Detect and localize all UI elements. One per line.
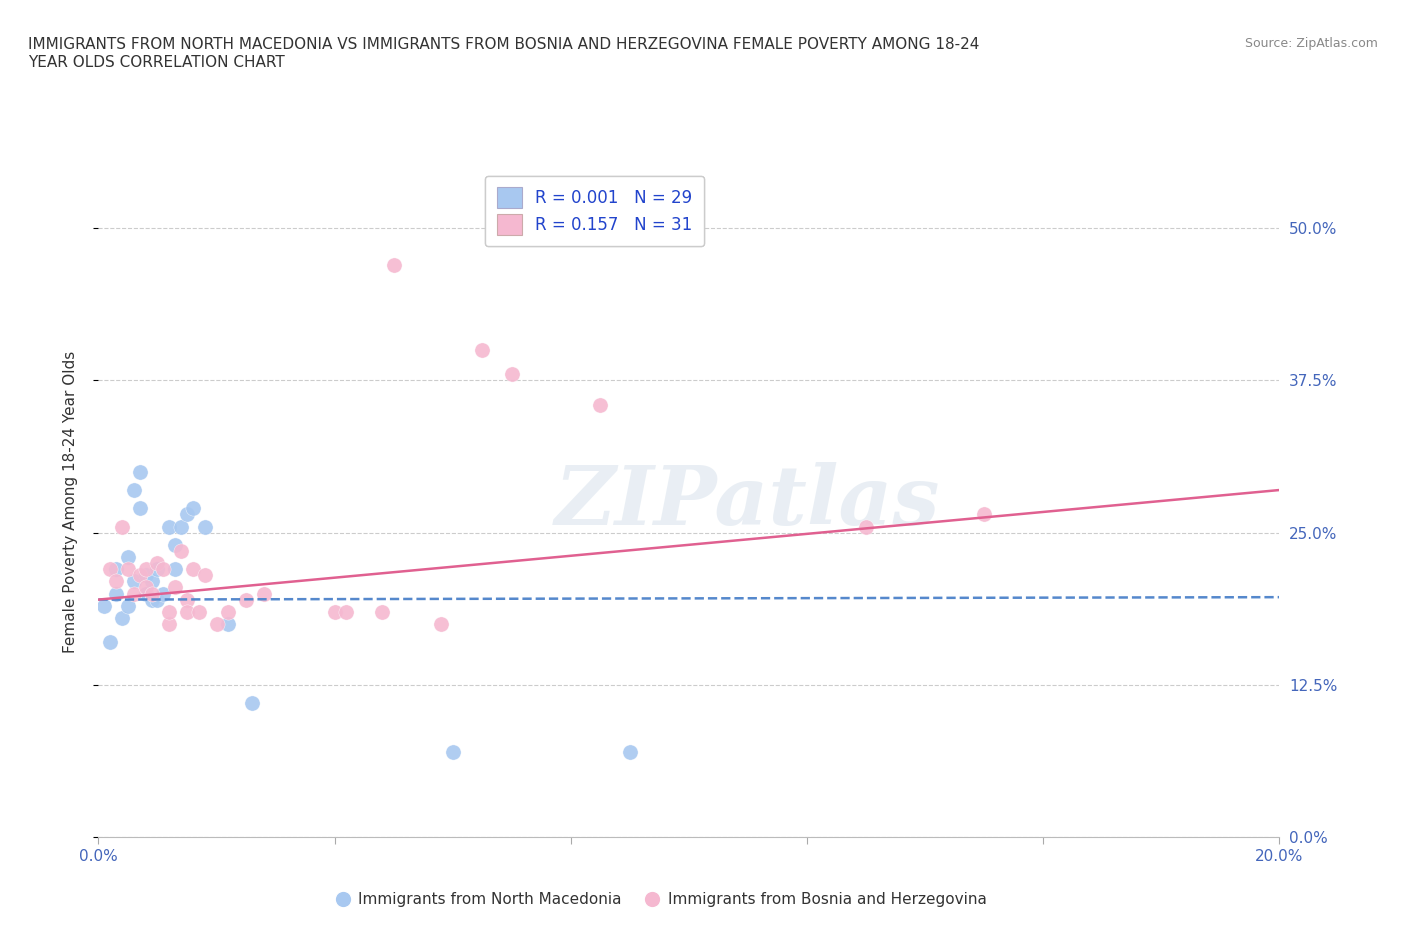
Point [176, 507, 198, 522]
Point [253, 586, 276, 601]
Point [217, 617, 239, 631]
Point [170, 519, 193, 534]
Point [93, 598, 115, 613]
Point [157, 617, 180, 631]
Point [170, 543, 193, 558]
Point [619, 744, 641, 759]
Point [98, 635, 121, 650]
Point [122, 586, 145, 601]
Point [855, 519, 877, 534]
Point [141, 586, 163, 601]
Point [371, 604, 394, 619]
Point [152, 586, 174, 601]
Point [128, 568, 150, 583]
Point [335, 604, 357, 619]
Text: Source: ZipAtlas.com: Source: ZipAtlas.com [1244, 37, 1378, 50]
Point [146, 592, 169, 607]
Point [117, 550, 139, 565]
Point [176, 604, 198, 619]
Legend: R = 0.001   N = 29, R = 0.157   N = 31: R = 0.001 N = 29, R = 0.157 N = 31 [485, 176, 704, 246]
Point [205, 617, 228, 631]
Point [323, 604, 346, 619]
Point [105, 574, 128, 589]
Point [235, 592, 257, 607]
Point [501, 367, 523, 382]
Point [176, 592, 198, 607]
Point [98, 562, 121, 577]
Point [240, 696, 263, 711]
Point [141, 574, 163, 589]
Point [105, 586, 128, 601]
Point [471, 342, 494, 357]
Text: ZIPatlas: ZIPatlas [555, 462, 941, 542]
Point [135, 580, 157, 595]
Text: IMMIGRANTS FROM NORTH MACEDONIA VS IMMIGRANTS FROM BOSNIA AND HERZEGOVINA FEMALE: IMMIGRANTS FROM NORTH MACEDONIA VS IMMIG… [28, 37, 980, 70]
Point [111, 519, 134, 534]
Point [146, 562, 169, 577]
Point [135, 586, 157, 601]
Point [217, 604, 239, 619]
Point [165, 538, 187, 552]
Point [105, 562, 128, 577]
Point [117, 598, 139, 613]
Point [135, 562, 157, 577]
Point [117, 562, 139, 577]
Point [187, 604, 209, 619]
Point [135, 568, 157, 583]
Point [146, 555, 169, 570]
Point [122, 483, 145, 498]
Point [589, 397, 612, 412]
Point [165, 580, 187, 595]
Point [430, 617, 453, 631]
Legend: Immigrants from North Macedonia, Immigrants from Bosnia and Herzegovina: Immigrants from North Macedonia, Immigra… [329, 886, 993, 913]
Point [111, 610, 134, 625]
Point [382, 258, 405, 272]
Point [181, 562, 204, 577]
Point [973, 507, 995, 522]
Point [128, 501, 150, 516]
Point [194, 519, 217, 534]
Point [141, 592, 163, 607]
Point [122, 574, 145, 589]
Point [194, 568, 217, 583]
Point [157, 604, 180, 619]
Point [152, 562, 174, 577]
Point [181, 501, 204, 516]
Point [441, 744, 464, 759]
Point [128, 464, 150, 479]
Point [157, 519, 180, 534]
Point [165, 562, 187, 577]
Y-axis label: Female Poverty Among 18-24 Year Olds: Female Poverty Among 18-24 Year Olds [63, 352, 77, 654]
